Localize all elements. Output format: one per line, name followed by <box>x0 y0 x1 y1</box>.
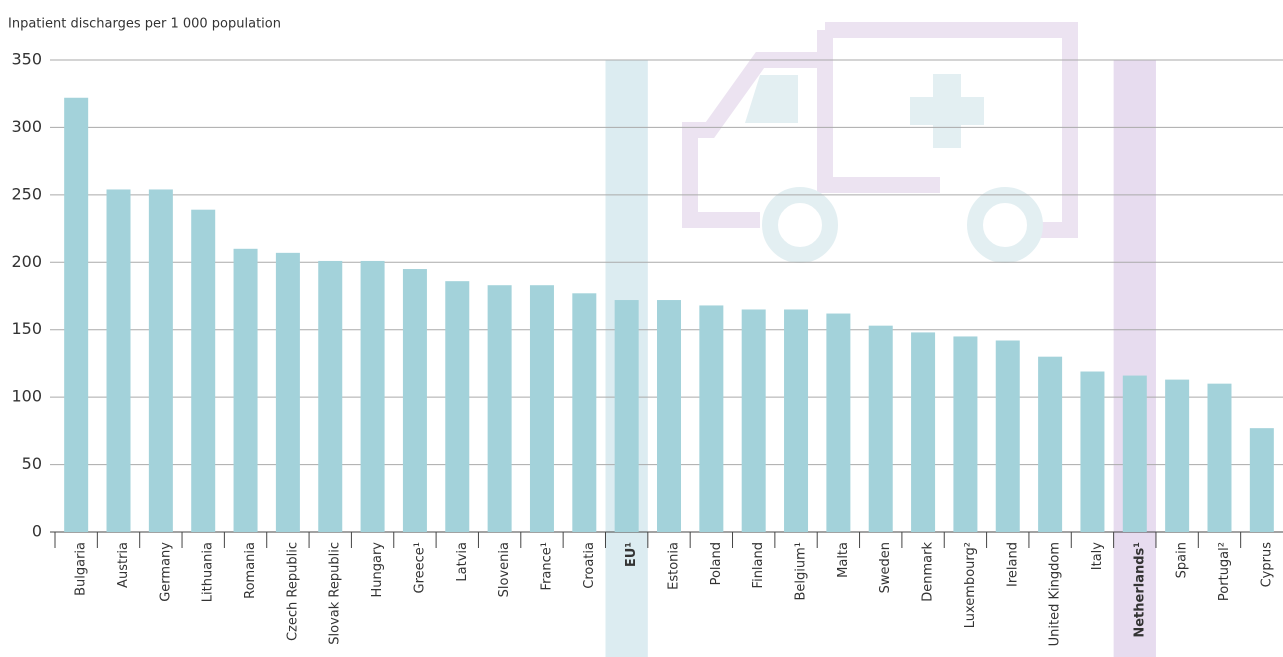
x-tick-label: Bulgaria <box>74 542 89 596</box>
x-tick-label: Lithuania <box>201 542 216 602</box>
x-tick-label: Latvia <box>455 542 470 582</box>
bar <box>742 309 766 532</box>
bar <box>445 281 469 532</box>
bar <box>826 314 850 532</box>
x-tick-label: Finland <box>751 542 766 588</box>
bar <box>149 189 173 532</box>
bar <box>911 332 935 532</box>
bar <box>1250 428 1274 532</box>
x-tick-label: Austria <box>116 542 131 588</box>
bar <box>1207 384 1231 532</box>
x-tick-label: Poland <box>709 542 724 585</box>
x-tick-label: Denmark <box>921 542 936 602</box>
x-tick-label: Italy <box>1090 542 1105 571</box>
bar <box>191 210 215 532</box>
ambulance-watermark <box>690 30 1070 255</box>
x-tick-label: Portugal² <box>1217 542 1232 601</box>
bar <box>488 285 512 532</box>
x-tick-label: Estonia <box>667 542 682 590</box>
x-tick-label: Luxembourg² <box>963 542 978 628</box>
bar <box>318 261 342 532</box>
bar <box>572 293 596 532</box>
x-tick-label: Sweden <box>878 542 893 593</box>
x-tick-label: EU¹ <box>624 542 639 567</box>
x-tick-label: Croatia <box>582 542 597 589</box>
x-tick-label: France¹ <box>539 542 554 590</box>
bar <box>107 189 131 532</box>
y-tick-label: 250 <box>11 184 42 203</box>
y-tick-label: 0 <box>32 522 42 541</box>
bar <box>1123 376 1147 532</box>
x-tick-label: Romania <box>243 542 258 599</box>
y-tick-label: 300 <box>11 117 42 136</box>
bar <box>530 285 554 532</box>
bar <box>1038 357 1062 532</box>
x-tick-label: United Kingdom <box>1048 542 1063 646</box>
bar <box>234 249 258 532</box>
x-tick-label: Cyprus <box>1259 542 1274 588</box>
bar <box>953 336 977 532</box>
y-tick-label: 150 <box>11 319 42 338</box>
bar <box>869 326 893 532</box>
y-axis-label: Inpatient discharges per 1 000 populatio… <box>8 17 281 32</box>
x-tick-label: Czech Republic <box>285 542 300 641</box>
bar <box>276 253 300 532</box>
bar <box>657 300 681 532</box>
bar <box>1080 372 1104 532</box>
x-tick-label: Ireland <box>1005 542 1020 587</box>
bar <box>403 269 427 532</box>
bar <box>615 300 639 532</box>
x-tick-label: Slovak Republic <box>328 542 343 645</box>
x-tick-label: Netherlands¹ <box>1132 542 1147 638</box>
chart: Inpatient discharges per 1 000 populatio… <box>0 0 1283 657</box>
y-tick-label: 200 <box>11 252 42 271</box>
x-tick-label: Hungary <box>370 542 385 598</box>
bar <box>1165 380 1189 532</box>
y-tick-label: 50 <box>22 454 42 473</box>
y-tick-label: 100 <box>11 387 42 406</box>
x-tick-label: Malta <box>836 542 851 578</box>
bar <box>996 341 1020 532</box>
x-tick-label: Belgium¹ <box>794 542 809 601</box>
x-tick-label: Spain <box>1175 542 1190 578</box>
x-tick-label: Greece¹ <box>412 542 427 594</box>
bar <box>64 98 88 532</box>
x-tick-label: Germany <box>158 542 173 602</box>
y-tick-label: 350 <box>11 50 42 69</box>
bar <box>784 309 808 532</box>
bar <box>699 305 723 532</box>
x-tick-label: Slovenia <box>497 542 512 597</box>
bar <box>361 261 385 532</box>
